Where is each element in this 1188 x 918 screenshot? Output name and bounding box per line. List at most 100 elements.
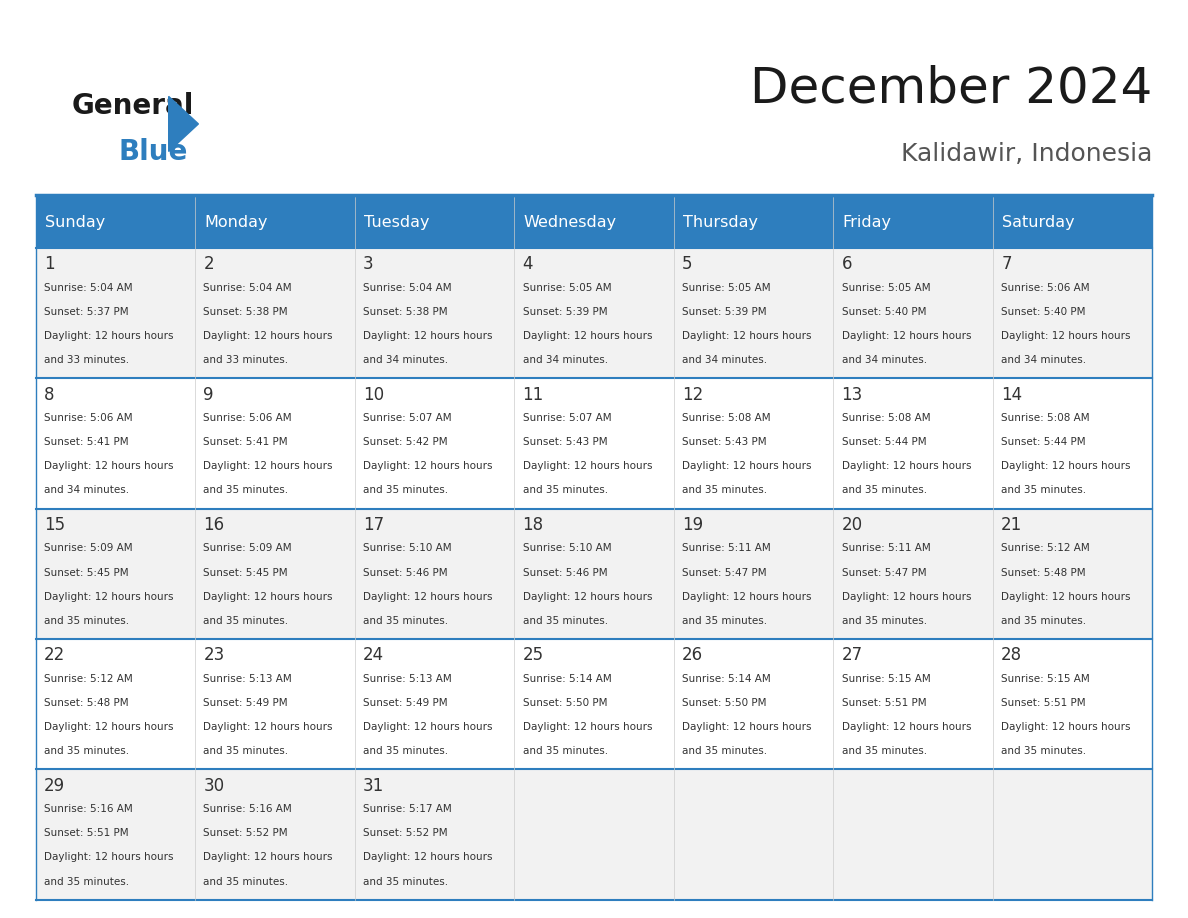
Text: Daylight: 12 hours hours: Daylight: 12 hours hours (364, 853, 493, 862)
Text: Sunrise: 5:07 AM: Sunrise: 5:07 AM (523, 413, 611, 423)
Text: 27: 27 (841, 646, 862, 665)
Text: Sunrise: 5:04 AM: Sunrise: 5:04 AM (44, 283, 133, 293)
Text: Sunset: 5:49 PM: Sunset: 5:49 PM (364, 698, 448, 708)
Text: Daylight: 12 hours hours: Daylight: 12 hours hours (1001, 462, 1131, 471)
Text: 25: 25 (523, 646, 544, 665)
Text: and 35 minutes.: and 35 minutes. (44, 877, 129, 887)
Text: Kalidawir, Indonesia: Kalidawir, Indonesia (901, 142, 1152, 166)
Text: and 35 minutes.: and 35 minutes. (203, 877, 289, 887)
Text: and 35 minutes.: and 35 minutes. (203, 746, 289, 756)
Text: Daylight: 12 hours hours: Daylight: 12 hours hours (203, 853, 333, 862)
Text: Sunrise: 5:05 AM: Sunrise: 5:05 AM (682, 283, 771, 293)
Text: Daylight: 12 hours hours: Daylight: 12 hours hours (682, 592, 811, 601)
Text: Sunset: 5:50 PM: Sunset: 5:50 PM (523, 698, 607, 708)
Text: and 35 minutes.: and 35 minutes. (364, 877, 448, 887)
Text: and 35 minutes.: and 35 minutes. (523, 746, 608, 756)
Text: Sunset: 5:37 PM: Sunset: 5:37 PM (44, 307, 128, 317)
Text: and 35 minutes.: and 35 minutes. (44, 616, 129, 626)
Text: Daylight: 12 hours hours: Daylight: 12 hours hours (44, 331, 173, 341)
Text: 30: 30 (203, 777, 225, 795)
Text: Daylight: 12 hours hours: Daylight: 12 hours hours (203, 592, 333, 601)
Text: Sunset: 5:43 PM: Sunset: 5:43 PM (523, 437, 607, 447)
Text: Daylight: 12 hours hours: Daylight: 12 hours hours (682, 722, 811, 732)
FancyBboxPatch shape (195, 197, 355, 248)
FancyBboxPatch shape (36, 639, 1152, 769)
Text: Sunset: 5:41 PM: Sunset: 5:41 PM (44, 437, 128, 447)
Text: Sunset: 5:46 PM: Sunset: 5:46 PM (523, 567, 607, 577)
Text: 14: 14 (1001, 386, 1022, 404)
Text: and 34 minutes.: and 34 minutes. (364, 355, 448, 365)
Text: 5: 5 (682, 255, 693, 274)
Text: Sunrise: 5:04 AM: Sunrise: 5:04 AM (203, 283, 292, 293)
Text: Sunrise: 5:07 AM: Sunrise: 5:07 AM (364, 413, 451, 423)
Text: Sunset: 5:40 PM: Sunset: 5:40 PM (1001, 307, 1086, 317)
Text: 8: 8 (44, 386, 55, 404)
Text: 29: 29 (44, 777, 65, 795)
Text: Sunrise: 5:15 AM: Sunrise: 5:15 AM (1001, 674, 1089, 684)
Text: Sunrise: 5:05 AM: Sunrise: 5:05 AM (841, 283, 930, 293)
Text: Daylight: 12 hours hours: Daylight: 12 hours hours (841, 331, 971, 341)
Text: 24: 24 (364, 646, 384, 665)
Text: Daylight: 12 hours hours: Daylight: 12 hours hours (44, 853, 173, 862)
Text: Sunset: 5:51 PM: Sunset: 5:51 PM (841, 698, 927, 708)
Text: Thursday: Thursday (683, 215, 758, 230)
Polygon shape (169, 96, 198, 151)
FancyBboxPatch shape (833, 197, 993, 248)
Text: and 35 minutes.: and 35 minutes. (1001, 486, 1086, 496)
Text: Sunset: 5:38 PM: Sunset: 5:38 PM (203, 307, 289, 317)
Text: Daylight: 12 hours hours: Daylight: 12 hours hours (841, 592, 971, 601)
Text: Sunset: 5:51 PM: Sunset: 5:51 PM (1001, 698, 1086, 708)
Text: and 35 minutes.: and 35 minutes. (44, 746, 129, 756)
Text: Sunset: 5:41 PM: Sunset: 5:41 PM (203, 437, 289, 447)
Text: Daylight: 12 hours hours: Daylight: 12 hours hours (523, 331, 652, 341)
Text: Sunrise: 5:09 AM: Sunrise: 5:09 AM (203, 543, 292, 554)
Text: Sunrise: 5:11 AM: Sunrise: 5:11 AM (682, 543, 771, 554)
Text: 20: 20 (841, 516, 862, 534)
Text: Sunrise: 5:06 AM: Sunrise: 5:06 AM (44, 413, 133, 423)
Text: and 35 minutes.: and 35 minutes. (523, 486, 608, 496)
Text: Daylight: 12 hours hours: Daylight: 12 hours hours (682, 462, 811, 471)
Text: Blue: Blue (119, 138, 188, 166)
Text: Sunset: 5:42 PM: Sunset: 5:42 PM (364, 437, 448, 447)
Text: Daylight: 12 hours hours: Daylight: 12 hours hours (1001, 592, 1131, 601)
Text: and 35 minutes.: and 35 minutes. (1001, 746, 1086, 756)
Text: Sunrise: 5:14 AM: Sunrise: 5:14 AM (682, 674, 771, 684)
Text: Daylight: 12 hours hours: Daylight: 12 hours hours (203, 722, 333, 732)
Text: 12: 12 (682, 386, 703, 404)
Text: and 35 minutes.: and 35 minutes. (203, 486, 289, 496)
Text: Sunset: 5:46 PM: Sunset: 5:46 PM (364, 567, 448, 577)
Text: Sunset: 5:51 PM: Sunset: 5:51 PM (44, 828, 128, 838)
Text: Daylight: 12 hours hours: Daylight: 12 hours hours (1001, 722, 1131, 732)
Text: General: General (71, 92, 194, 120)
Text: 3: 3 (364, 255, 374, 274)
Text: Daylight: 12 hours hours: Daylight: 12 hours hours (523, 722, 652, 732)
Text: Sunset: 5:38 PM: Sunset: 5:38 PM (364, 307, 448, 317)
Text: 15: 15 (44, 516, 65, 534)
Text: 7: 7 (1001, 255, 1012, 274)
Text: Sunrise: 5:13 AM: Sunrise: 5:13 AM (203, 674, 292, 684)
Text: Sunrise: 5:10 AM: Sunrise: 5:10 AM (364, 543, 451, 554)
Text: and 35 minutes.: and 35 minutes. (841, 486, 927, 496)
Text: Daylight: 12 hours hours: Daylight: 12 hours hours (203, 331, 333, 341)
Text: 26: 26 (682, 646, 703, 665)
Text: 9: 9 (203, 386, 214, 404)
Text: Sunrise: 5:08 AM: Sunrise: 5:08 AM (1001, 413, 1089, 423)
Text: Daylight: 12 hours hours: Daylight: 12 hours hours (364, 462, 493, 471)
Text: and 35 minutes.: and 35 minutes. (682, 486, 767, 496)
FancyBboxPatch shape (993, 197, 1152, 248)
Text: 17: 17 (364, 516, 384, 534)
Text: Friday: Friday (842, 215, 892, 230)
Text: Sunset: 5:52 PM: Sunset: 5:52 PM (203, 828, 289, 838)
Text: and 35 minutes.: and 35 minutes. (364, 746, 448, 756)
Text: Sunrise: 5:17 AM: Sunrise: 5:17 AM (364, 804, 451, 814)
Text: Sunrise: 5:04 AM: Sunrise: 5:04 AM (364, 283, 451, 293)
Text: Daylight: 12 hours hours: Daylight: 12 hours hours (841, 462, 971, 471)
Text: Saturday: Saturday (1003, 215, 1075, 230)
Text: Sunset: 5:39 PM: Sunset: 5:39 PM (682, 307, 766, 317)
Text: Sunrise: 5:08 AM: Sunrise: 5:08 AM (682, 413, 771, 423)
Text: Sunset: 5:52 PM: Sunset: 5:52 PM (364, 828, 448, 838)
Text: Sunrise: 5:10 AM: Sunrise: 5:10 AM (523, 543, 611, 554)
Text: Daylight: 12 hours hours: Daylight: 12 hours hours (203, 462, 333, 471)
Text: Sunrise: 5:16 AM: Sunrise: 5:16 AM (203, 804, 292, 814)
Text: Monday: Monday (204, 215, 268, 230)
